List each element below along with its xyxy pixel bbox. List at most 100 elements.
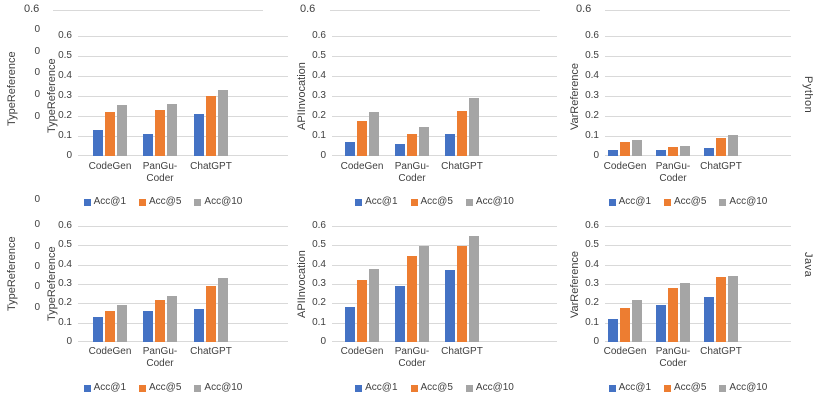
y-axis-tick-label: 0.4 <box>585 258 599 270</box>
bar-acc10-codegen <box>117 105 127 156</box>
chart-varreference-python: VarReference 0.6 0.5 0.4 0.3 0.2 0.1 0 CodeGen… <box>552 0 810 212</box>
x-category-label: ChatGPT <box>441 161 483 172</box>
legend-marker-acc10 <box>465 198 473 206</box>
legend-marker-acc10 <box>194 198 202 206</box>
chart-apiinvocation-java: APIInvocation 0.6 0.5 0.4 0.3 0.2 0.1 0 CodeGe… <box>278 190 560 403</box>
gridline <box>332 284 557 285</box>
legend-item: Acc@5 <box>410 196 453 208</box>
y-axis-tick-label: 0.3 <box>312 278 326 289</box>
legend-item: Acc@1 <box>355 382 398 394</box>
y-axis-tick-label: 0.3 <box>58 90 72 101</box>
bar-acc1-pangu <box>395 285 405 342</box>
y-axis-tick-label: 0.2 <box>312 297 326 309</box>
legend-label: Acc@10 <box>204 196 243 207</box>
bar-acc5-pangu <box>668 147 678 156</box>
legend-item: Acc@10 <box>194 196 242 208</box>
legend-marker-acc5 <box>139 384 147 392</box>
gridline <box>332 136 557 137</box>
chart-typereference-python: TypeReference 0.6 0.5 0.4 0.3 0.2 0.1 0 CodeGe… <box>0 0 292 212</box>
outer-gridline <box>53 10 263 11</box>
gridline <box>78 341 288 342</box>
bar-acc5-codegen <box>357 121 367 156</box>
bar-acc1-chatgpt <box>445 134 455 156</box>
y-axis-tick-label: 0.1 <box>312 316 326 328</box>
bar-acc10-pangu <box>419 127 429 156</box>
y-axis-ticks: 0.6 0.5 0.4 0.3 0.2 0.1 0 <box>292 30 326 161</box>
y-axis-tick-label: 0.6 <box>585 220 599 231</box>
y-axis-tick-label: 0.1 <box>58 130 72 141</box>
gridline <box>332 226 557 227</box>
gridline <box>78 36 288 37</box>
legend-label: Acc@10 <box>475 382 514 393</box>
y-axis-ticks: 0.6 0.5 0.4 0.3 0.2 0.1 0 <box>565 30 599 161</box>
y-axis-tick-label: 0.2 <box>312 110 326 121</box>
y-axis-tick-label: 0.1 <box>585 130 599 141</box>
legend-label: Acc@5 <box>674 196 707 207</box>
legend-label: Acc@1 <box>93 382 127 393</box>
bar-acc5-chatgpt <box>457 111 467 156</box>
plot-area <box>332 36 557 156</box>
plot-area <box>78 226 288 342</box>
gridline <box>78 265 288 266</box>
x-category-label: CodeGen <box>88 346 132 357</box>
legend-marker-acc1 <box>83 384 91 392</box>
outer-gridline <box>605 10 790 11</box>
bar-acc10-pangu <box>680 283 690 342</box>
legend: Acc@1 Acc@5 Acc@10 <box>322 382 547 394</box>
x-category-label: CodeGen <box>340 346 384 357</box>
gridline <box>332 36 557 37</box>
bar-acc5-chatgpt <box>716 277 726 342</box>
y-axis-tick-label: 0.6 <box>585 30 599 41</box>
bar-acc5-chatgpt <box>457 246 467 342</box>
y-axis-tick-label: 0.6 <box>58 220 72 231</box>
y-axis-tick-label: 0.2 <box>58 297 72 309</box>
x-category-label: CodeGen <box>603 346 647 357</box>
bar-acc1-chatgpt <box>194 114 204 156</box>
gridline <box>78 323 288 324</box>
bar-acc10-codegen <box>632 140 642 156</box>
bar-acc10-pangu <box>419 246 429 342</box>
legend: Acc@1 Acc@5 Acc@10 <box>595 382 781 394</box>
bar-acc5-chatgpt <box>206 285 216 342</box>
bar-acc10-chatgpt <box>218 90 228 156</box>
y-axis-tick-label: 0.1 <box>585 316 599 328</box>
y-axis-tick-label: 0.6 <box>312 220 326 231</box>
y-axis-tick-label: 0.4 <box>312 70 326 81</box>
bar-acc5-chatgpt <box>206 96 216 156</box>
legend-item: Acc@1 <box>83 196 126 208</box>
legend-item: Acc@5 <box>664 382 706 394</box>
x-axis-labels: CodeGen PanGu- Coder ChatGPT <box>604 161 791 187</box>
bar-acc5-pangu <box>155 110 165 156</box>
gridline <box>332 265 557 266</box>
bar-acc10-codegen <box>369 268 379 342</box>
x-category-label: PanGu- Coder <box>394 346 430 369</box>
legend-label: Acc@1 <box>618 196 652 207</box>
y-axis-tick-label: 0.5 <box>58 50 72 61</box>
x-category-label: CodeGen <box>340 161 384 172</box>
y-axis-tick-label: 0.2 <box>585 297 599 309</box>
gridline <box>605 303 791 304</box>
y-axis-tick-label: 0.5 <box>312 239 326 251</box>
y-axis-ticks: 0.6 0.5 0.4 0.3 0.2 0.1 0 <box>38 220 72 347</box>
bar-acc10-chatgpt <box>469 235 479 342</box>
y-axis-tick-label: 0.2 <box>585 110 599 121</box>
outer-axis-max-tick: 0.6 <box>300 3 316 15</box>
bar-acc10-pangu <box>680 146 690 156</box>
gridline <box>605 284 791 285</box>
bar-acc1-codegen <box>93 316 103 342</box>
gridline <box>605 56 791 57</box>
outer-axis-max-tick: 0.6 <box>24 3 40 15</box>
x-category-label: ChatGPT <box>190 346 232 357</box>
gridline <box>605 226 791 227</box>
gridline <box>78 136 288 137</box>
x-axis-labels: CodeGen PanGu- Coder ChatGPT <box>604 346 791 372</box>
x-category-label: ChatGPT <box>441 346 483 357</box>
outer-gridline <box>330 10 540 11</box>
legend-label: Acc@1 <box>618 382 652 393</box>
y-axis-tick-label: 0.1 <box>58 316 72 328</box>
x-axis-labels: CodeGen PanGu- Coder ChatGPT <box>78 161 288 187</box>
bar-acc1-chatgpt <box>445 270 455 342</box>
bar-acc10-codegen <box>117 305 127 342</box>
bar-acc1-codegen <box>93 130 103 156</box>
x-category-label: PanGu- Coder <box>142 161 178 184</box>
